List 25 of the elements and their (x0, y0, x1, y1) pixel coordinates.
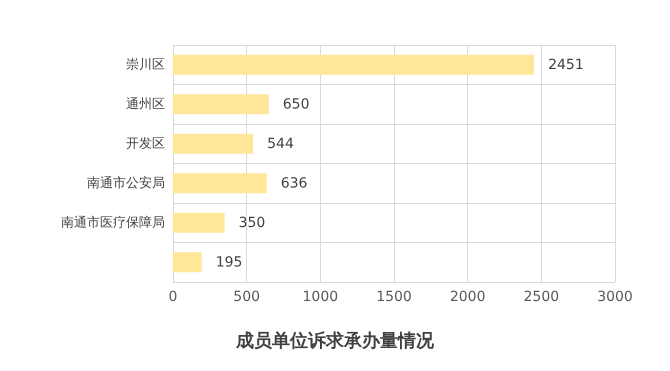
bar (173, 94, 269, 114)
data-label: 350 (238, 214, 266, 231)
x-tick-label: 2500 (524, 289, 560, 305)
bar (173, 252, 202, 272)
text: 成员单位诉求承办量情况 (235, 330, 435, 352)
x-tick-label: 2000 (450, 289, 486, 305)
bar (173, 134, 254, 154)
y-tick-label: 开发区 (126, 136, 165, 152)
data-label: 544 (267, 136, 294, 152)
y-tick-label: 南通市公安局 (87, 174, 165, 191)
x-tick-label: 500 (233, 289, 260, 305)
x-tick-label: 3000 (597, 289, 633, 305)
y-tick-label: 南通市医疗保障局 (61, 215, 165, 230)
data-label: 2451 (548, 56, 584, 73)
bar (173, 54, 534, 75)
y-tick-label: 崇川区 (126, 57, 165, 72)
bar (173, 173, 267, 194)
x-tick-label: 1500 (376, 289, 412, 305)
y-tick-label: 通州区 (126, 96, 165, 112)
bar (173, 212, 225, 233)
x-tick-label: 1000 (302, 289, 338, 305)
data-label: 636 (280, 175, 308, 192)
data-label: 195 (216, 254, 242, 270)
x-tick-label: 0 (168, 289, 178, 305)
data-label: 650 (282, 96, 310, 112)
